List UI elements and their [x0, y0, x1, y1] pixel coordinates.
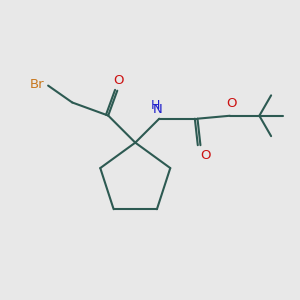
- Text: N: N: [153, 103, 163, 116]
- Text: H: H: [151, 99, 160, 112]
- Text: O: O: [200, 149, 211, 162]
- Text: Br: Br: [30, 78, 45, 91]
- Text: O: O: [113, 74, 124, 87]
- Text: O: O: [226, 98, 237, 110]
